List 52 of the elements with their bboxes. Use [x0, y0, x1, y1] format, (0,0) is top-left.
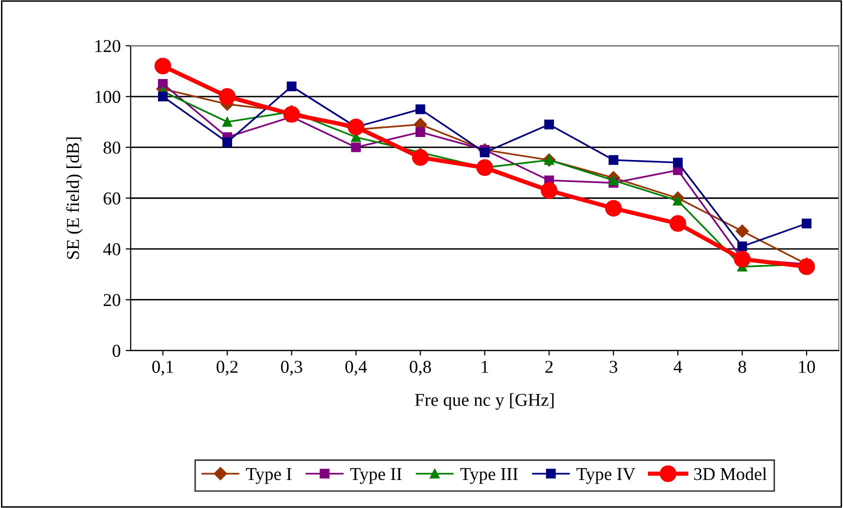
- point: [476, 159, 494, 176]
- x-tick-label: 0,2: [216, 360, 238, 376]
- legend-label: Type II: [350, 468, 402, 484]
- legend-label: Type I: [246, 468, 292, 484]
- x-tick-label: 8: [738, 360, 746, 373]
- x-tick-label: 0,4: [345, 360, 367, 376]
- point: [415, 104, 426, 114]
- point: [608, 155, 618, 165]
- point: [798, 258, 815, 276]
- point: [608, 175, 618, 186]
- point: [222, 117, 232, 127]
- x-tick-label: 10: [799, 360, 815, 373]
- point: [605, 200, 622, 217]
- point: [412, 149, 429, 166]
- point: [670, 215, 686, 232]
- point: [286, 82, 296, 92]
- y-tick-label: 40: [103, 243, 120, 256]
- x-tick-label: 3: [610, 360, 618, 373]
- y-tick-label: 60: [104, 192, 120, 205]
- point: [158, 92, 168, 102]
- point: [415, 127, 426, 137]
- point: [734, 250, 751, 268]
- point: [672, 158, 683, 168]
- x-tick-label: 0,1: [152, 360, 174, 376]
- point: [802, 218, 812, 228]
- legend-label: 3D Model: [694, 467, 767, 480]
- x-tick-label: 2: [545, 360, 553, 373]
- point: [737, 242, 748, 252]
- point: [158, 78, 168, 89]
- point: [544, 120, 554, 130]
- point: [222, 137, 232, 148]
- y-tick-label: 100: [95, 90, 120, 103]
- x-tick-label: 0,3: [281, 360, 302, 376]
- x-tick-label: 1: [482, 360, 488, 373]
- y-tick-label: 80: [104, 142, 120, 154]
- point: [348, 118, 364, 136]
- legend-label: Type IV: [576, 468, 636, 484]
- legend-label: Type III: [460, 468, 518, 484]
- x-tick-label: 4: [674, 360, 682, 373]
- point: [540, 182, 558, 199]
- y-tick-label: 20: [104, 294, 120, 306]
- point: [154, 58, 172, 74]
- point: [736, 224, 749, 238]
- point: [218, 88, 236, 105]
- y-tick-label: 0: [112, 344, 120, 357]
- y-tick-label: 120: [95, 40, 120, 52]
- point: [283, 106, 300, 123]
- x-tick-label: 0,8: [410, 360, 431, 376]
- point: [351, 142, 361, 152]
- y-axis-title: SE (E field) [dB]: [66, 138, 83, 259]
- point: [480, 148, 490, 158]
- x-axis-title: Fre que nc y [GHz]: [415, 393, 554, 410]
